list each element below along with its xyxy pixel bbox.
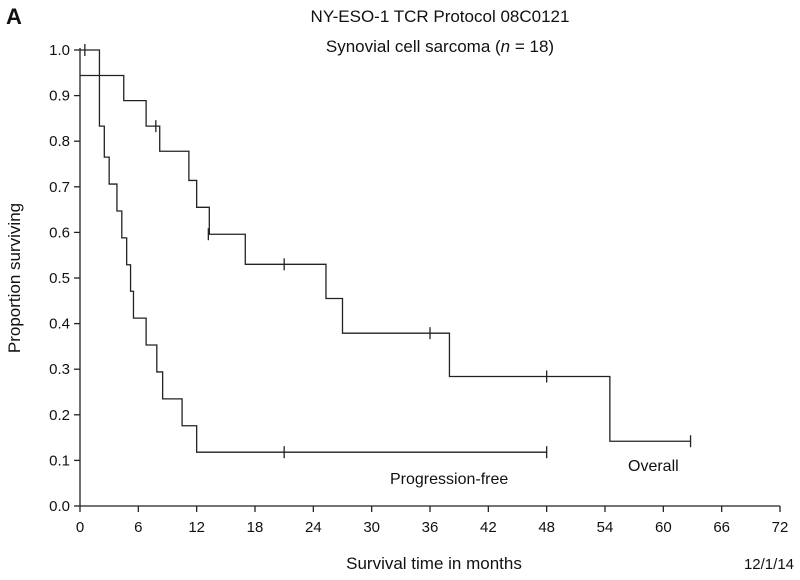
y-tick-label: 0.6 <box>49 224 70 241</box>
x-tick-label: 6 <box>134 519 142 536</box>
x-tick-label: 60 <box>655 519 672 536</box>
y-tick-label: 0.0 <box>49 498 70 515</box>
y-tick-label: 0.4 <box>49 316 70 333</box>
series-progression-free-line <box>80 74 547 453</box>
x-tick-label: 0 <box>76 519 84 536</box>
footer-date: 12/1/14 <box>744 556 794 573</box>
x-tick-label: 12 <box>188 519 205 536</box>
x-axis-title: Survival time in months <box>346 554 522 573</box>
y-tick-label: 0.7 <box>49 179 70 196</box>
x-ticks: 0 6 12 18 24 30 36 42 48 54 60 66 72 <box>76 506 789 536</box>
x-tick-label: 24 <box>305 519 322 536</box>
series-label-overall: Overall <box>628 458 679 475</box>
x-tick-label: 30 <box>363 519 380 536</box>
x-tick-label: 72 <box>772 519 789 536</box>
survival-curves <box>80 44 692 459</box>
panel-letter: A <box>6 4 22 29</box>
y-tick-label: 0.2 <box>49 407 70 424</box>
series-label-progression-free: Progression-free <box>390 471 508 488</box>
series-overall-line <box>80 49 691 442</box>
y-tick-label: 0.8 <box>49 133 70 150</box>
y-ticks: 0.0 0.1 0.2 0.3 0.4 0.5 0.6 0.7 0.8 0.9 1.0 <box>49 42 80 515</box>
x-tick-label: 18 <box>247 519 264 536</box>
x-tick-label: 48 <box>538 519 555 536</box>
y-tick-label: 0.9 <box>49 88 70 105</box>
axes <box>79 48 780 507</box>
x-tick-label: 54 <box>597 519 614 536</box>
x-tick-label: 42 <box>480 519 497 536</box>
subtitle-main: Synovial cell sarcoma ( <box>326 37 501 56</box>
y-tick-label: 0.5 <box>49 270 70 287</box>
y-tick-label: 1.0 <box>49 42 70 59</box>
y-tick-label: 0.3 <box>49 361 70 378</box>
y-axis-title: Proportion surviving <box>5 203 24 353</box>
y-tick-label: 0.1 <box>49 452 70 469</box>
subtitle-n: n <box>501 37 510 56</box>
chart-title: NY-ESO-1 TCR Protocol 08C0121 <box>311 7 570 26</box>
subtitle-rest: = 18) <box>510 37 554 56</box>
x-tick-label: 66 <box>713 519 730 536</box>
chart-subtitle: Synovial cell sarcoma (n = 18) <box>326 37 554 56</box>
x-tick-label: 36 <box>422 519 439 536</box>
